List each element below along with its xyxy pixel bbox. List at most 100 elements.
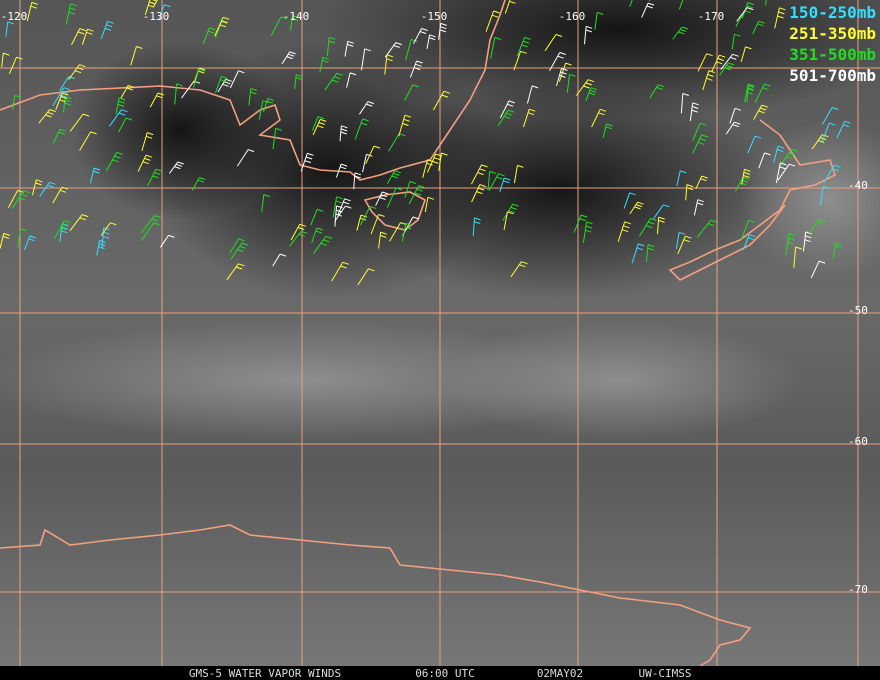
- wind-barb: [236, 149, 255, 167]
- wind-barb: [375, 191, 389, 206]
- wind-barb: [752, 20, 765, 35]
- wind-barb: [544, 34, 563, 52]
- moist-region: [440, 320, 800, 440]
- wind-barb: [272, 253, 287, 267]
- wind-barb: [725, 121, 741, 135]
- wind-barb: [337, 198, 351, 216]
- wind-barb: [89, 167, 101, 184]
- wind-barb: [59, 223, 69, 242]
- wind-barb: [334, 205, 343, 227]
- wind-barb: [754, 83, 771, 103]
- wind-barb: [258, 100, 269, 120]
- wind-barb: [490, 37, 501, 59]
- wind-barb: [773, 145, 785, 163]
- wind-barb: [386, 170, 401, 185]
- wind-barb: [202, 27, 216, 44]
- wind-barb: [602, 123, 613, 139]
- wind-barb: [747, 135, 762, 154]
- wind-barb: [140, 215, 161, 233]
- wind-barb: [758, 152, 771, 169]
- wind-barb: [808, 218, 826, 234]
- wind-barb: [677, 235, 692, 254]
- wind-barb: [272, 127, 282, 149]
- wind-barb: [504, 0, 516, 14]
- wind-barb: [230, 242, 248, 260]
- wind-barb: [558, 62, 572, 82]
- wind-barb: [676, 170, 687, 187]
- wind-barb: [719, 62, 735, 76]
- wind-barb: [65, 3, 77, 25]
- antarctica-coast: [0, 524, 752, 667]
- wind-barb: [832, 242, 842, 259]
- wind-barb: [311, 227, 323, 244]
- wind-barb: [821, 122, 836, 143]
- wind-barb: [312, 235, 332, 255]
- wind-barb: [290, 223, 306, 241]
- wind-barb: [497, 109, 515, 126]
- wind-barb: [100, 222, 117, 236]
- wind-barb: [702, 70, 715, 91]
- wind-barb: [388, 133, 406, 152]
- footer-text: 02MAY02: [537, 667, 583, 680]
- wind-barb: [326, 36, 336, 57]
- wind-barb: [214, 16, 230, 37]
- wind-barb: [432, 90, 451, 111]
- wind-barb: [130, 46, 143, 66]
- wind-barb: [836, 120, 851, 139]
- wind-barb: [270, 16, 288, 36]
- wind-barb: [657, 216, 665, 234]
- wind-barb: [105, 151, 123, 172]
- wind-barb: [810, 260, 826, 279]
- wind-barb: [217, 78, 232, 93]
- wind-barb: [334, 205, 352, 222]
- wind-barb: [765, 0, 767, 6]
- wind-barb: [695, 175, 708, 190]
- wind-barb: [63, 96, 72, 113]
- wind-barb: [675, 231, 686, 250]
- wind-barb: [108, 109, 128, 127]
- wind-barb: [692, 122, 707, 141]
- wind-barb: [100, 20, 114, 40]
- wind-barb: [69, 214, 89, 232]
- legend-entry: 150-250mb: [789, 3, 876, 22]
- wind-barb: [358, 101, 375, 115]
- wind-barb: [52, 186, 69, 204]
- wind-barb: [59, 76, 75, 91]
- wind-barb: [409, 60, 423, 78]
- wind-barb: [191, 177, 206, 191]
- wind-barb: [96, 240, 106, 256]
- wind-barb: [69, 113, 90, 132]
- wind-barb: [499, 177, 511, 192]
- wind-barb: [711, 54, 726, 73]
- longitude-label: -150: [421, 10, 448, 23]
- footer: GMS-5 WATER VAPOR WINDS 06:00 UTC 02MAY02 U…: [189, 667, 692, 680]
- wind-barb: [689, 102, 699, 122]
- wind-barb: [438, 152, 448, 171]
- wind-barb: [672, 26, 689, 40]
- wind-barb: [404, 84, 419, 101]
- wind-barb: [1, 52, 10, 68]
- wind-barb: [8, 56, 23, 74]
- wind-barb: [263, 98, 274, 113]
- wind-barb: [353, 172, 362, 190]
- wind-barb: [404, 181, 417, 198]
- wind-barb: [54, 220, 71, 239]
- wind-barb: [289, 15, 299, 31]
- wind-barb: [17, 228, 27, 249]
- wind-barb: [472, 217, 481, 237]
- wind-barb: [793, 246, 802, 268]
- wind-barb: [549, 52, 566, 71]
- wind-barb: [229, 238, 245, 254]
- longitude-label: -130: [143, 10, 170, 23]
- wind-barb: [585, 87, 598, 102]
- wind-barb: [312, 116, 325, 131]
- wind-barb: [144, 0, 157, 15]
- wind-barb: [384, 54, 394, 75]
- wind-barb: [575, 79, 595, 96]
- longitude-label: -140: [283, 10, 310, 23]
- wind-barb: [408, 185, 425, 205]
- wind-barb: [332, 196, 343, 218]
- wind-barb: [115, 97, 126, 115]
- footer-text: GMS-5 WATER VAPOR WINDS: [189, 667, 341, 680]
- wind-barb: [811, 134, 829, 150]
